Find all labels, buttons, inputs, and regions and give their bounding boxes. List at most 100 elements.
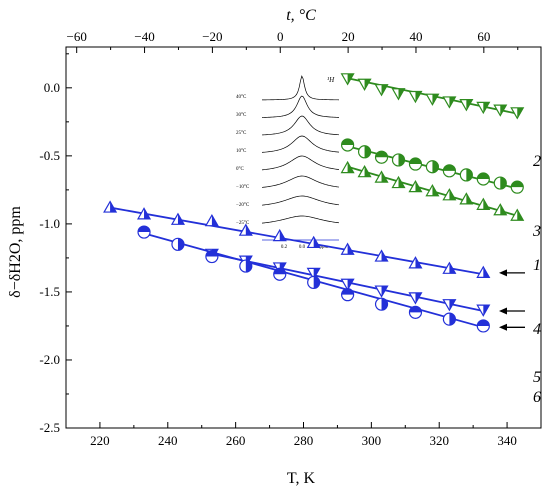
data-point	[238, 223, 253, 236]
data-point	[374, 249, 389, 262]
data-point	[408, 90, 423, 104]
series-label-4: 4	[533, 321, 541, 338]
marker-fill	[500, 177, 507, 190]
inset-temp-label: −25°C	[236, 221, 250, 226]
series-label-3: 3	[532, 223, 541, 240]
marker-fill	[279, 230, 286, 241]
inset-temp-label: 0°C	[236, 167, 244, 172]
y-tick-label: -1.5	[39, 284, 60, 299]
y-axis-title: δ−δH2O, ppm	[7, 206, 24, 298]
inset-temp-label: −10°C	[236, 185, 250, 190]
data-point	[357, 164, 372, 178]
data-point	[442, 96, 457, 109]
marker-fill	[477, 319, 490, 326]
marker-fill	[415, 91, 422, 102]
marker-fill	[341, 138, 354, 145]
data-point	[493, 203, 508, 216]
marker-fill	[432, 94, 439, 105]
data-point	[205, 249, 219, 264]
data-point	[459, 99, 474, 112]
marker-fill	[110, 201, 117, 213]
data-point	[137, 207, 152, 220]
data-point	[374, 150, 389, 164]
series-2	[340, 73, 525, 120]
marker-fill	[466, 99, 473, 111]
arrow-5-head	[499, 307, 507, 315]
marker-fill	[205, 250, 218, 257]
marker-fill	[381, 84, 388, 96]
inset-spectrum	[261, 215, 340, 224]
data-point	[408, 179, 423, 193]
inset-axis-label: ppm	[320, 245, 329, 250]
data-point	[341, 288, 355, 302]
x-tick-label: 260	[226, 433, 246, 448]
annotation-layer: 2 3 1 4 5 6	[499, 153, 541, 406]
marker-fill	[511, 181, 524, 188]
marker-fill	[347, 73, 354, 85]
data-point	[137, 225, 151, 239]
x2-tick-label: 0	[277, 29, 284, 44]
data-point	[442, 299, 457, 312]
arrow-6-head	[499, 323, 507, 331]
marker-fill	[347, 243, 354, 255]
inset-spectrum	[261, 75, 340, 101]
data-point	[408, 305, 423, 319]
series-5	[204, 248, 491, 317]
data-point	[476, 304, 491, 317]
data-point	[459, 192, 474, 205]
data-point	[459, 168, 473, 182]
data-point	[204, 213, 219, 227]
inset-spectrum	[261, 115, 340, 136]
data-point	[391, 175, 406, 189]
data-point	[340, 242, 355, 255]
fit-line	[109, 206, 484, 276]
series-label-6: 6	[533, 389, 541, 406]
data-point	[357, 78, 372, 91]
x-tick-label: 280	[294, 433, 314, 448]
data-point	[442, 164, 456, 178]
data-point	[476, 265, 491, 278]
axes: 220 240 260 280 300 320 340 0.0 -0.5 -1.0 -1.5 -2.0…	[39, 29, 519, 448]
x2-tick-label: 20	[342, 29, 355, 44]
marker-fill	[483, 305, 490, 316]
data-point	[476, 101, 491, 115]
data-point	[442, 188, 457, 201]
data-point	[357, 145, 372, 159]
x2-tick-label: −40	[134, 29, 154, 44]
data-point	[408, 256, 423, 269]
marker-fill	[177, 238, 184, 251]
marker-fill	[415, 181, 422, 192]
data-point	[425, 184, 440, 197]
data-point	[374, 297, 389, 311]
marker-fill	[432, 185, 439, 196]
data-point	[374, 170, 389, 183]
data-point	[425, 160, 440, 174]
data-point	[493, 176, 507, 190]
inset-spectrum	[261, 95, 340, 118]
data-point	[307, 275, 321, 290]
marker-fill	[483, 266, 490, 278]
marker-fill	[483, 198, 490, 210]
marker-fill	[449, 262, 456, 274]
inset-axis-label: 0.2	[281, 245, 288, 250]
data-point	[273, 267, 287, 281]
marker-fill	[483, 102, 490, 113]
marker-fill	[449, 96, 456, 108]
marker-fill	[144, 208, 151, 219]
inset-spectra: ¹H 40°C 30°C 25°C 10°C 0°C −10°C −20°C −25°C 0.2 0…	[228, 70, 343, 250]
inset-temp-label: −20°C	[236, 203, 250, 208]
series-4	[103, 200, 491, 278]
inset-axis-label: 0.0	[299, 245, 306, 250]
inset-spectrum	[261, 175, 340, 188]
marker-fill	[177, 213, 184, 225]
data-point	[103, 200, 118, 213]
data-point	[272, 228, 287, 242]
marker-fill	[381, 250, 388, 262]
marker-fill	[364, 79, 371, 90]
x-tick-label: 220	[90, 433, 110, 448]
marker-fill	[341, 288, 354, 295]
inset-temp-label: 25°C	[236, 131, 247, 136]
series-label-5: 5	[533, 369, 541, 386]
